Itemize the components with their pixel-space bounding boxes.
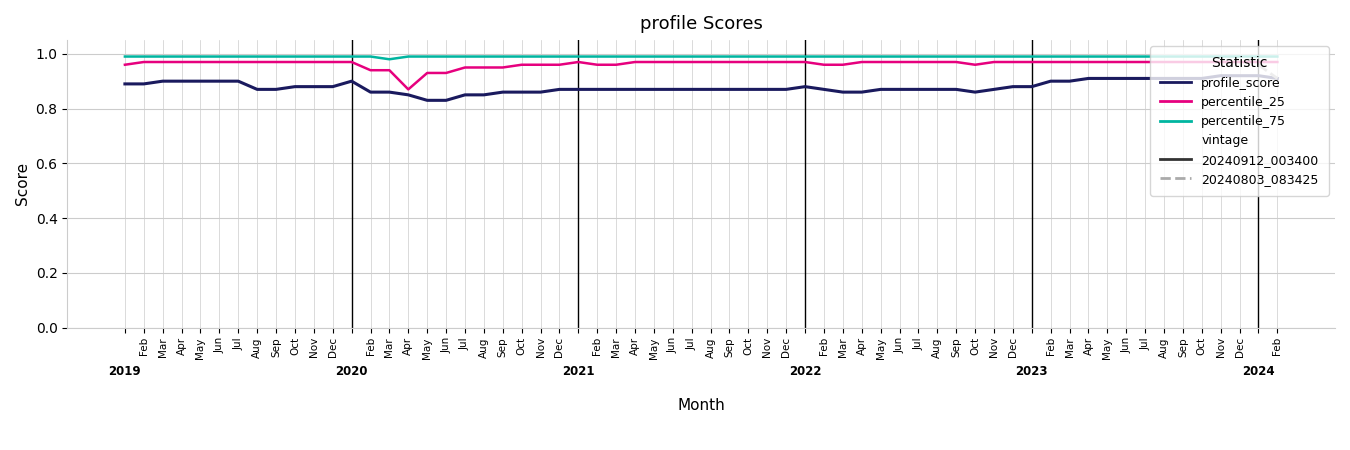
Legend: profile_score, percentile_25, percentile_75, vintage, 20240912_003400, 20240803_: profile_score, percentile_25, percentile…	[1150, 46, 1328, 196]
Text: 2023: 2023	[1015, 365, 1048, 378]
Text: 2022: 2022	[788, 365, 821, 378]
X-axis label: Month: Month	[678, 397, 725, 413]
Text: 2020: 2020	[335, 365, 367, 378]
Text: 2024: 2024	[1242, 365, 1274, 378]
Y-axis label: Score: Score	[15, 162, 30, 205]
Title: profile Scores: profile Scores	[640, 15, 763, 33]
Text: 2019: 2019	[108, 365, 142, 378]
Text: 2021: 2021	[562, 365, 594, 378]
